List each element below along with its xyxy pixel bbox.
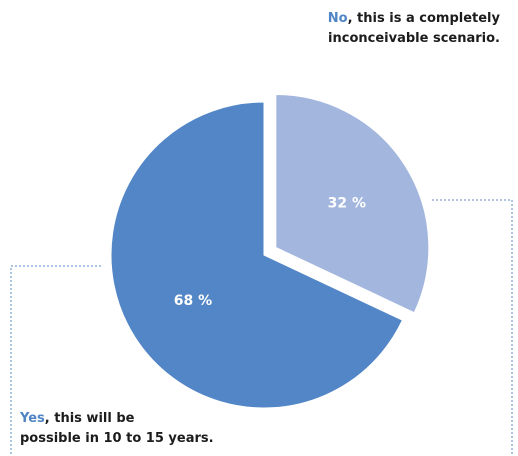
callout-yes-line1-text: , this will be <box>44 411 135 426</box>
callout-no: No, this is a completely inconceivable s… <box>328 9 500 49</box>
callout-no-line1: No, this is a completely <box>328 9 500 29</box>
pie-data-labels: 32 % 68 % <box>174 195 366 309</box>
leader-line-no <box>432 199 513 456</box>
pie-slice-1 <box>110 101 404 409</box>
callout-no-line2: inconceivable scenario. <box>328 31 500 46</box>
callout-yes-line2: possible in 10 to 15 years. <box>20 431 214 446</box>
pie-slice-0 <box>275 93 430 314</box>
callout-yes: Yes, this will be possible in 10 to 15 y… <box>20 409 214 449</box>
pie-slices <box>110 93 430 409</box>
callout-yes-keyword: Yes <box>20 411 45 426</box>
leader-lines <box>10 199 513 456</box>
pie-slice-label-0: 32 % <box>328 195 366 211</box>
callout-yes-line1: Yes, this will be <box>20 409 214 429</box>
leader-line-yes <box>10 265 101 456</box>
callout-no-line1-text: , this is a completely <box>347 11 500 26</box>
pie-slice-label-1: 68 % <box>174 293 212 309</box>
callout-no-keyword: No <box>327 11 348 26</box>
